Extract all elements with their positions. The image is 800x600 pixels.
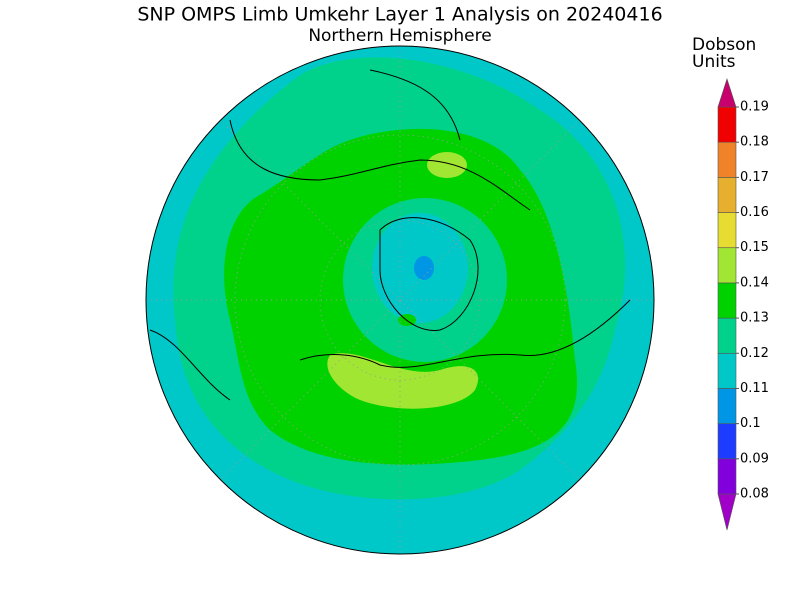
grid-line (319, 219, 481, 381)
colorbar-swatch (717, 388, 737, 424)
colorbar-swatch (717, 247, 737, 284)
colorbar-tick-label: 0.15 (740, 240, 769, 255)
coastline (149, 69, 461, 401)
colorbar-tick-label: 0.12 (740, 346, 769, 361)
colorbar-tick-label: 0.13 (740, 311, 769, 326)
colorbar-swatch (717, 141, 737, 178)
colorbar-extend (717, 493, 737, 531)
colorbar-tick-label: 0.14 (740, 275, 769, 290)
map-subtitle: Northern Hemisphere (308, 26, 491, 46)
colorbar-tick-label: 0.17 (740, 170, 769, 185)
colorbar-label: Dobson (692, 35, 756, 55)
grid-line (234, 134, 566, 466)
colorbar-swatch (717, 106, 737, 143)
colorbar-swatch (717, 317, 737, 354)
map-border (145, 45, 655, 555)
colorbar-swatch (717, 282, 737, 319)
map-field (146, 46, 654, 554)
colorbar-tick-label: 0.11 (740, 381, 769, 396)
colorbar-swatch (717, 458, 737, 495)
colorbar-tick-label: 0.1 (740, 416, 761, 431)
colorbar-tick-label: 0.19 (740, 100, 769, 115)
coastline (229, 119, 531, 211)
colorbar-swatch (717, 352, 737, 389)
colorbar-label: Units (692, 52, 736, 72)
coastline (299, 299, 631, 368)
field-region (427, 152, 467, 178)
colorbar-extend (717, 78, 737, 108)
colorbar-swatch (717, 423, 737, 460)
field-region (414, 256, 434, 280)
colorbar-swatch (717, 212, 737, 249)
coastline (379, 217, 479, 331)
colorbar-tick-label: 0.18 (740, 135, 769, 150)
colorbar-swatch (717, 177, 737, 213)
colorbar-tick-label: 0.16 (740, 205, 769, 220)
colorbar-tick-label: 0.08 (740, 487, 769, 502)
field-region (327, 353, 479, 409)
map-title: SNP OMPS Limb Umkehr Layer 1 Analysis on… (137, 4, 662, 26)
colorbar-tick-label: 0.09 (740, 451, 769, 466)
colorbar: Dobson Units 0.08 0.09 0.1 0.11 0.12 0.13 0.14… (692, 35, 769, 531)
